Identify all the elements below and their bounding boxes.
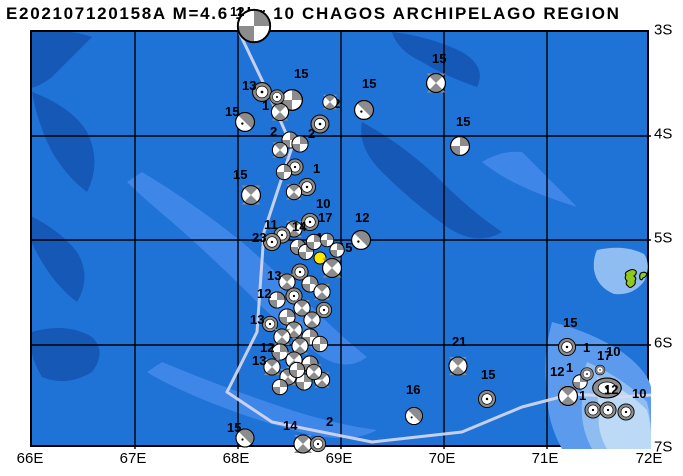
svg-text:21: 21 — [452, 334, 466, 349]
svg-text:12: 12 — [604, 382, 618, 397]
svg-text:15: 15 — [362, 76, 376, 91]
svg-text:1: 1 — [262, 98, 269, 113]
svg-text:12: 12 — [257, 286, 271, 301]
svg-text:13: 13 — [252, 353, 266, 368]
svg-text:13: 13 — [242, 78, 256, 93]
svg-text:15: 15 — [227, 420, 241, 435]
svg-text:15: 15 — [225, 104, 239, 119]
svg-text:1: 1 — [566, 360, 573, 375]
svg-text:2: 2 — [308, 126, 315, 141]
svg-text:15: 15 — [563, 315, 577, 330]
svg-text:1: 1 — [313, 161, 320, 176]
svg-text:16: 16 — [406, 382, 420, 397]
svg-text:17: 17 — [318, 210, 332, 225]
svg-text:14: 14 — [283, 418, 298, 433]
svg-text:2: 2 — [270, 124, 277, 139]
svg-text:23: 23 — [252, 230, 266, 245]
svg-text:12: 12 — [355, 210, 369, 225]
svg-text:15: 15 — [456, 114, 470, 129]
svg-text:10: 10 — [316, 196, 330, 211]
svg-text:15: 15 — [481, 367, 495, 382]
svg-text:1: 1 — [579, 388, 586, 403]
svg-text:13: 13 — [250, 312, 264, 327]
svg-text:14: 14 — [292, 219, 307, 234]
svg-text:15: 15 — [294, 66, 308, 81]
svg-text:12: 12 — [550, 364, 564, 379]
svg-text:12: 12 — [230, 4, 244, 19]
svg-text:13: 13 — [267, 268, 281, 283]
svg-text:15: 15 — [233, 167, 247, 182]
svg-text:15: 15 — [432, 51, 446, 66]
svg-text:10: 10 — [606, 344, 620, 359]
svg-text:2: 2 — [326, 414, 333, 429]
svg-text:10: 10 — [632, 386, 646, 401]
svg-text:1: 1 — [583, 340, 590, 355]
